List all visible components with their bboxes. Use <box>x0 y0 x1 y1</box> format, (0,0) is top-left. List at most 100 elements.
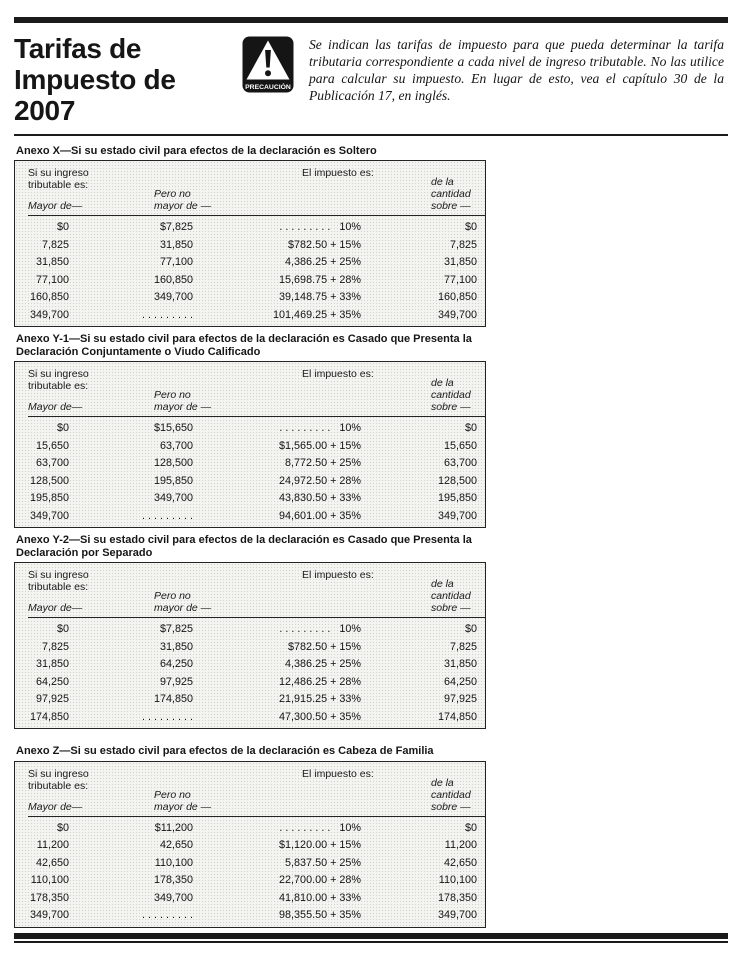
column-header-taxable-income: Si su ingreso tributable es: <box>28 368 89 392</box>
table-cell: $7,825 <box>159 221 193 234</box>
table-cell: 4,386.25 + 25% <box>285 658 361 671</box>
table-cell: 42,650 <box>443 856 477 869</box>
table-cell: 41,810.00 + 33% <box>279 891 361 904</box>
schedule-caption: Anexo Y-2—Si su estado civil para efecto… <box>16 534 472 559</box>
column-header-el-impuesto: El impuesto es: <box>302 569 374 581</box>
table-cell: 160,850 <box>29 291 69 304</box>
table-body: $0 $7,825 . . . . . . . . . 10% $0 7,825 31,8… <box>15 216 485 326</box>
schedule-caption: Anexo Y-1—Si su estado civil para efecto… <box>16 333 472 358</box>
table-cell: 15,650 <box>35 439 69 452</box>
column-header-el-impuesto: El impuesto es: <box>302 368 374 380</box>
column-header-mayor-de: Mayor de— <box>28 401 83 413</box>
table-row: 97,925 174,850 21,915.25 + 33% 97,925 <box>15 691 485 709</box>
table-cell: 63,700 <box>443 457 477 470</box>
table-row: 15,650 63,700 $1,565.00 + 15% 15,650 <box>15 437 485 455</box>
table-row: $0 $7,825 . . . . . . . . . 10% $0 <box>15 621 485 639</box>
table-cell: 349,700 <box>29 509 69 522</box>
table-cell: 8,772.50 + 25% <box>285 457 361 470</box>
table-cell: $0 <box>56 221 69 234</box>
table-header: Si su ingreso tributable es: Mayor de— P… <box>15 762 485 817</box>
table-cell: 77,100 <box>443 273 477 286</box>
table-cell: 349,700 <box>437 308 477 321</box>
table-row: 11,200 42,650 $1,120.00 + 15% 11,200 <box>15 837 485 855</box>
page-title-line: 2007 <box>14 95 76 126</box>
column-header-taxable-income: Si su ingreso tributable es: <box>28 167 89 191</box>
table-cell: 128,500 <box>437 474 477 487</box>
table-cell: 178,350 <box>437 891 477 904</box>
column-header-mayor-de: Mayor de— <box>28 800 83 813</box>
header-underline-rule <box>28 617 485 618</box>
column-header-de-la-cantidad-sobre: de la cantidad sobre — <box>431 578 471 614</box>
table-row: 31,850 64,250 4,386.25 + 25% 31,850 <box>15 656 485 674</box>
table-cell: . . . . . . . . . <box>142 509 193 522</box>
table-row: $0 $11,200 . . . . . . . . . 10% $0 <box>15 819 485 837</box>
table-cell: $0 <box>464 623 477 636</box>
table-row: 63,700 128,500 8,772.50 + 25% 63,700 <box>15 455 485 473</box>
caution-icon-label: PRECAUCIÓN <box>245 82 291 91</box>
table-header: Si su ingreso tributable es: Mayor de— P… <box>15 161 485 216</box>
table-cell: 4,386.25 + 25% <box>285 256 361 269</box>
column-header-de-la-cantidad-sobre: de la cantidad sobre — <box>431 176 471 212</box>
table-row: 349,700 . . . . . . . . . 94,601.00 + 35% 3… <box>15 507 485 525</box>
table-cell: 7,825 <box>41 640 69 653</box>
table-cell: 64,250 <box>159 658 193 671</box>
table-cell: . . . . . . . . . 10% <box>279 623 361 636</box>
table-cell: 97,925 <box>159 675 193 688</box>
table-cell: . . . . . . . . . 10% <box>279 422 361 435</box>
table-cell: 178,350 <box>153 874 193 887</box>
table-cell: $15,650 <box>153 422 193 435</box>
table-row: 42,650 110,100 5,837.50 + 25% 42,650 <box>15 854 485 872</box>
table-cell: 15,650 <box>443 439 477 452</box>
schedule-caption: Anexo X—Si su estado civil para efectos … <box>16 144 377 157</box>
table-row: 110,100 178,350 22,700.00 + 28% 110,100 <box>15 872 485 890</box>
table-cell: 31,850 <box>35 256 69 269</box>
table-cell: $0 <box>464 221 477 234</box>
table-cell: 195,850 <box>437 492 477 505</box>
table-cell: 97,925 <box>35 693 69 706</box>
table-header: Si su ingreso tributable es: Mayor de— P… <box>15 362 485 417</box>
table-cell: 101,469.25 + 35% <box>273 308 361 321</box>
table-cell: . . . . . . . . . <box>142 710 193 723</box>
column-header-taxable-income: Si su ingreso tributable es: <box>28 569 89 593</box>
table-cell: 47,300.50 + 35% <box>279 710 361 723</box>
table-cell: 160,850 <box>437 291 477 304</box>
schedule-section: Anexo Z—Si su estado civil para efectos … <box>14 745 488 928</box>
header-underline-rule <box>28 815 485 817</box>
table-cell: 31,850 <box>443 256 477 269</box>
table-row: 31,850 77,100 4,386.25 + 25% 31,850 <box>15 254 485 272</box>
table-cell: 174,850 <box>437 710 477 723</box>
table-cell: 174,850 <box>153 693 193 706</box>
table-body: $0 $11,200 . . . . . . . . . 10% $0 11,200 42… <box>15 817 485 927</box>
table-cell: 195,850 <box>29 492 69 505</box>
table-cell: $1,120.00 + 15% <box>279 839 361 852</box>
table-cell: 128,500 <box>153 457 193 470</box>
table-cell: 39,148.75 + 33% <box>279 291 361 304</box>
table-cell: $0 <box>464 821 477 834</box>
table-cell: 174,850 <box>29 710 69 723</box>
table-row: 64,250 97,925 12,486.25 + 28% 64,250 <box>15 673 485 691</box>
table-cell: 178,350 <box>29 891 69 904</box>
table-cell: 64,250 <box>35 675 69 688</box>
table-cell: 110,100 <box>438 874 477 887</box>
table-cell: 349,700 <box>437 909 477 922</box>
table-cell: 94,601.00 + 35% <box>279 509 361 522</box>
table-row: 7,825 31,850 $782.50 + 15% 7,825 <box>15 236 485 254</box>
table-cell: $782.50 + 15% <box>288 238 361 251</box>
table-cell: 31,850 <box>159 238 193 251</box>
table-cell: $0 <box>56 821 69 834</box>
header-underline-rule <box>28 215 485 216</box>
table-cell: 11,200 <box>36 839 69 852</box>
table-cell: 77,100 <box>35 273 69 286</box>
table-row: 77,100 160,850 15,698.75 + 28% 77,100 <box>15 271 485 289</box>
table-cell: 11,200 <box>444 839 477 852</box>
schedule-table: Si su ingreso tributable es: Mayor de— P… <box>14 760 486 928</box>
table-cell: 349,700 <box>29 909 69 922</box>
table-cell: 77,100 <box>159 256 193 269</box>
schedules-container: Anexo X—Si su estado civil para efectos … <box>14 145 728 928</box>
table-cell: $782.50 + 15% <box>288 640 361 653</box>
table-cell: 110,100 <box>154 856 193 869</box>
table-cell: 160,850 <box>153 273 193 286</box>
header-divider-rule <box>14 134 728 136</box>
table-cell: 110,100 <box>30 874 69 887</box>
table-row: 7,825 31,850 $782.50 + 15% 7,825 <box>15 638 485 656</box>
